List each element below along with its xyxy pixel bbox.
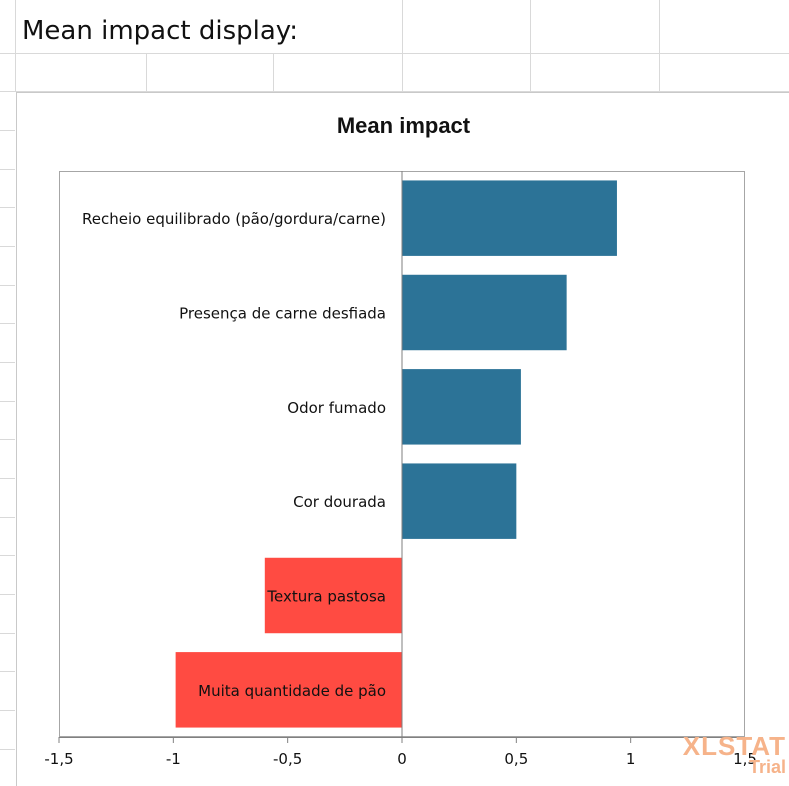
x-tick-label-6: 1 (626, 750, 636, 768)
bar-1 (402, 180, 617, 256)
xlstat-watermark: XLSTAT Trial (660, 731, 786, 777)
watermark-sub: Trial (748, 757, 786, 777)
category-label-5: Textura pastosa (266, 588, 386, 606)
x-tick-label-2: -1 (166, 750, 181, 768)
category-label-6: Muita quantidade de pão (198, 682, 386, 700)
x-tick-label-3: -0,5 (273, 750, 302, 768)
x-tick-label-7: 1,5 (733, 750, 757, 768)
watermark-brand: XLSTAT (682, 731, 786, 761)
bar-6 (175, 652, 402, 728)
bar-2 (402, 274, 567, 351)
sheet-section-title: Mean impact display: (22, 16, 299, 46)
category-label-4: Cor dourada (293, 493, 386, 511)
category-label-1: Recheio equilibrado (pão/gordura/carne) (82, 210, 386, 228)
x-tick-label-4: 0 (397, 750, 407, 768)
category-label-2: Presença de carne desfiada (179, 305, 386, 323)
category-label-3: Odor fumado (287, 399, 386, 417)
x-tick-label-5: 0,5 (504, 750, 528, 768)
x-tick-label-1: -1,5 (44, 750, 73, 768)
bar-5 (264, 557, 402, 634)
chart-title: Mean impact (336, 113, 471, 138)
bar-3 (402, 369, 521, 445)
bar-4 (402, 463, 517, 539)
